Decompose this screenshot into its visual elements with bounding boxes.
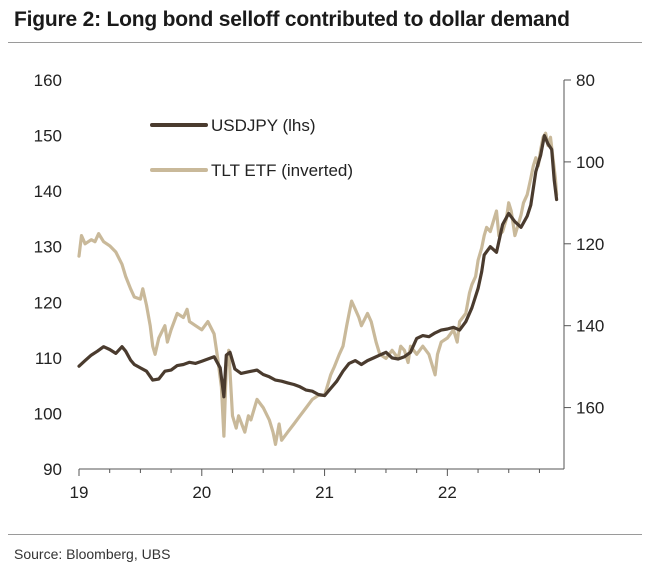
- legend-label: USDJPY (lhs): [211, 116, 316, 135]
- x-tick-label: 20: [192, 483, 211, 502]
- left-tick-label: 130: [34, 238, 62, 257]
- x-tick-label: 19: [70, 483, 89, 502]
- source-note: Source: Bloomberg, UBS: [14, 546, 171, 562]
- title-divider: [8, 42, 642, 43]
- right-tick-label: 100: [576, 153, 604, 172]
- left-tick-label: 120: [34, 293, 62, 312]
- chart-axes: 90 100 110 120 130 140 150 160 80 100 120 140 160 19 2…: [34, 71, 605, 502]
- chart-series: [77, 131, 559, 446]
- right-tick-label: 160: [576, 399, 604, 418]
- right-tick-label: 140: [576, 317, 604, 336]
- left-tick-label: 140: [34, 182, 62, 201]
- left-tick-label: 110: [35, 349, 62, 368]
- x-tick-label: 22: [438, 483, 457, 502]
- chart: 90 100 110 120 130 140 150 160 80 100 120 140 160 19 2…: [34, 71, 605, 502]
- right-tick-label: 120: [576, 235, 604, 254]
- series-usdjpy-line: [77, 134, 559, 399]
- source-divider: [8, 534, 642, 535]
- left-tick-label: 160: [34, 71, 62, 90]
- x-tick-label: 21: [315, 483, 334, 502]
- left-tick-label: 90: [43, 460, 62, 479]
- right-tick-label: 80: [576, 71, 595, 90]
- chart-legend: USDJPY (lhs) TLT ETF (inverted): [150, 116, 353, 180]
- legend-label: TLT ETF (inverted): [211, 161, 353, 180]
- left-tick-label: 100: [34, 404, 62, 423]
- left-tick-label: 150: [34, 127, 62, 146]
- figure-title: Figure 2: Long bond selloff contributed …: [14, 8, 570, 31]
